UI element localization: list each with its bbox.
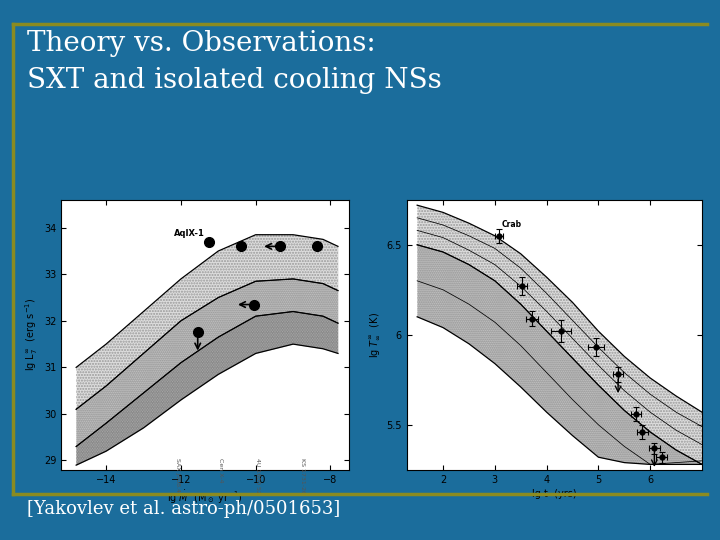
Text: AqlX-1: AqlX-1: [174, 230, 204, 239]
Y-axis label: lg L$_7^\infty$  (erg s$^{-1}$): lg L$_7^\infty$ (erg s$^{-1}$): [23, 298, 40, 372]
Text: SAX J508.4: SAX J508.4: [175, 458, 180, 492]
X-axis label: lg $\dot{M}$  (M$_\odot$ yr$^{-1}$): lg $\dot{M}$ (M$_\odot$ yr$^{-1}$): [167, 489, 243, 506]
Y-axis label: lg $T_\infty^\infty$  (K): lg $T_\infty^\infty$ (K): [369, 312, 382, 358]
Text: Theory vs. Observations:: Theory vs. Observations:: [27, 30, 376, 57]
Text: Crab: Crab: [502, 220, 522, 228]
Text: Cen X-4: Cen X-4: [217, 458, 222, 483]
Text: KS 1731-26: KS 1731-26: [300, 458, 305, 494]
Text: [Yakovlev et al. astro-ph/0501653]: [Yakovlev et al. astro-ph/0501653]: [27, 500, 341, 517]
Text: 4U 1600 52: 4U 1600 52: [255, 458, 260, 494]
Text: SXT and isolated cooling NSs: SXT and isolated cooling NSs: [27, 68, 442, 94]
X-axis label: lg t  (yrs): lg t (yrs): [532, 489, 577, 499]
